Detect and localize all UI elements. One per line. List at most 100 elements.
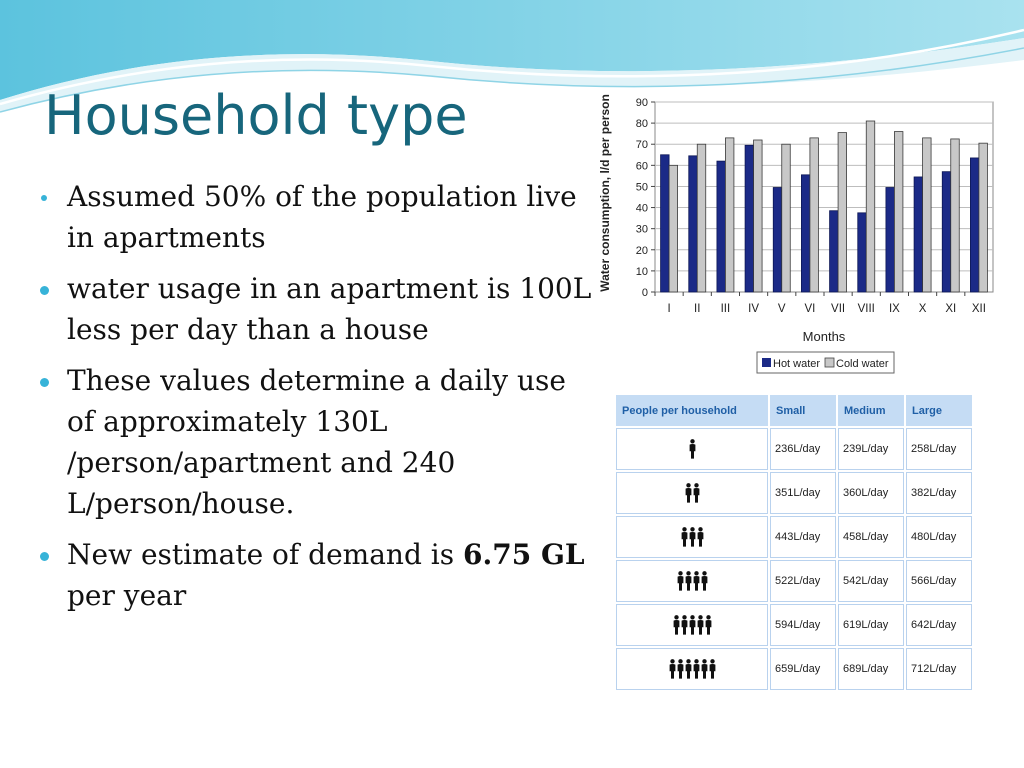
bar-cold-water — [922, 137, 932, 293]
bullet-dot-icon — [40, 286, 49, 295]
bullet-item: Assumed 50% of the population live in ap… — [36, 176, 596, 258]
y-tick-label: 20 — [636, 245, 648, 257]
people-icons-cell — [616, 428, 768, 470]
person-icon — [701, 659, 707, 679]
usage-large-cell: 566L/day — [906, 560, 972, 602]
bar-cold-water — [978, 142, 988, 293]
bullet-list: Assumed 50% of the population live in ap… — [36, 176, 596, 626]
bar-hot-water — [660, 154, 670, 293]
person-icon — [709, 659, 715, 679]
bullet-dot-icon — [40, 552, 49, 561]
usage-medium-cell: 239L/day — [838, 428, 904, 470]
person-icon — [669, 659, 675, 679]
x-tick-label: IV — [748, 303, 759, 315]
x-tick-label: V — [778, 303, 786, 315]
legend-swatch-cold — [824, 357, 835, 368]
bar-cold-water — [725, 137, 735, 293]
usage-large-cell: 258L/day — [906, 428, 972, 470]
x-tick-label: III — [721, 303, 731, 315]
x-axis-label: Months — [803, 329, 846, 344]
chart-legend: Hot water Cold water — [756, 351, 895, 374]
usage-large-cell: 642L/day — [906, 604, 972, 646]
bar-cold-water — [950, 138, 960, 293]
y-tick-label: 70 — [636, 139, 648, 151]
usage-medium-cell: 619L/day — [838, 604, 904, 646]
bar-hot-water — [688, 155, 698, 293]
person-icon — [705, 615, 711, 635]
person-icon — [685, 483, 691, 503]
person-icon — [685, 571, 691, 591]
x-tick-label: IX — [889, 303, 900, 315]
x-tick-label: VI — [804, 303, 815, 315]
y-axis-label: Water consumption, l/d per person — [598, 94, 612, 292]
person-icon — [681, 527, 687, 547]
bullet-dot-icon — [40, 378, 49, 387]
bar-hot-water — [913, 176, 923, 293]
bar-cold-water — [894, 131, 904, 293]
plot-area — [654, 101, 994, 293]
people-icons-cell — [616, 560, 768, 602]
bullet-dot-icon — [41, 195, 47, 201]
bar-hot-water — [801, 174, 811, 293]
table-row: 443L/day 458L/day 480L/day — [616, 516, 972, 558]
usage-small-cell: 443L/day — [770, 516, 836, 558]
bar-hot-water — [857, 212, 867, 293]
usage-large-cell: 480L/day — [906, 516, 972, 558]
x-tick-label: X — [919, 303, 927, 315]
usage-small-cell: 594L/day — [770, 604, 836, 646]
bullet-text-suffix: per year — [67, 579, 187, 612]
x-tick-label: I — [667, 303, 670, 315]
bullet-item: water usage in an apartment is 100L less… — [36, 268, 596, 350]
person-icon — [693, 571, 699, 591]
header-small: Small — [770, 395, 836, 426]
y-tick-label: 80 — [636, 118, 648, 130]
bar-hot-water — [772, 187, 783, 293]
person-icon — [693, 483, 699, 503]
slide-title: Household type — [44, 84, 468, 147]
bullet-item: New estimate of demand is 6.75 GL per ye… — [36, 534, 596, 616]
usage-small-cell: 236L/day — [770, 428, 836, 470]
person-icon — [681, 615, 687, 635]
person-icon — [689, 527, 695, 547]
bar-cold-water — [865, 120, 876, 293]
household-usage-table: People per household Small Medium Large … — [614, 393, 974, 692]
table-row: 236L/day 239L/day 258L/day — [616, 428, 972, 470]
people-icons-cell — [616, 604, 768, 646]
person-icon — [677, 659, 683, 679]
bar-cold-water — [781, 143, 791, 293]
y-tick-label: 0 — [642, 287, 648, 299]
x-tick-label: XI — [945, 303, 956, 315]
header-wave-decoration — [0, 0, 1024, 113]
bullet-text: Assumed 50% of the population live in ap… — [67, 180, 577, 254]
y-tick-label: 10 — [636, 266, 648, 278]
person-icon — [697, 527, 703, 547]
x-tick-label: XII — [972, 303, 986, 315]
bar-cold-water — [809, 137, 819, 293]
bullet-text-prefix: New estimate of demand is — [67, 538, 463, 571]
legend-swatch-hot — [762, 358, 771, 367]
bullet-text: These values determine a daily use of ap… — [67, 364, 566, 520]
people-icons-cell — [616, 472, 768, 514]
usage-small-cell: 351L/day — [770, 472, 836, 514]
y-tick-label: 50 — [636, 181, 648, 193]
bar-hot-water — [885, 187, 895, 293]
table-header-row: People per household Small Medium Large — [616, 395, 972, 426]
usage-large-cell: 382L/day — [906, 472, 972, 514]
y-tick-label: 60 — [636, 160, 648, 172]
person-icon — [701, 571, 707, 591]
person-icon — [697, 615, 703, 635]
demand-estimate-value: 6.75 GL — [463, 538, 585, 571]
table-row: 594L/day 619L/day 642L/day — [616, 604, 972, 646]
bullet-item: These values determine a daily use of ap… — [36, 360, 596, 524]
bar-cold-water — [837, 132, 847, 293]
legend-label-cold: Cold water — [836, 358, 889, 370]
bar-cold-water — [753, 139, 763, 293]
bar-hot-water — [744, 144, 754, 293]
usage-large-cell: 712L/day — [906, 648, 972, 690]
x-tick-label: II — [694, 303, 700, 315]
person-icon — [677, 571, 683, 591]
bar-hot-water — [829, 210, 839, 293]
usage-medium-cell: 458L/day — [838, 516, 904, 558]
usage-small-cell: 522L/day — [770, 560, 836, 602]
